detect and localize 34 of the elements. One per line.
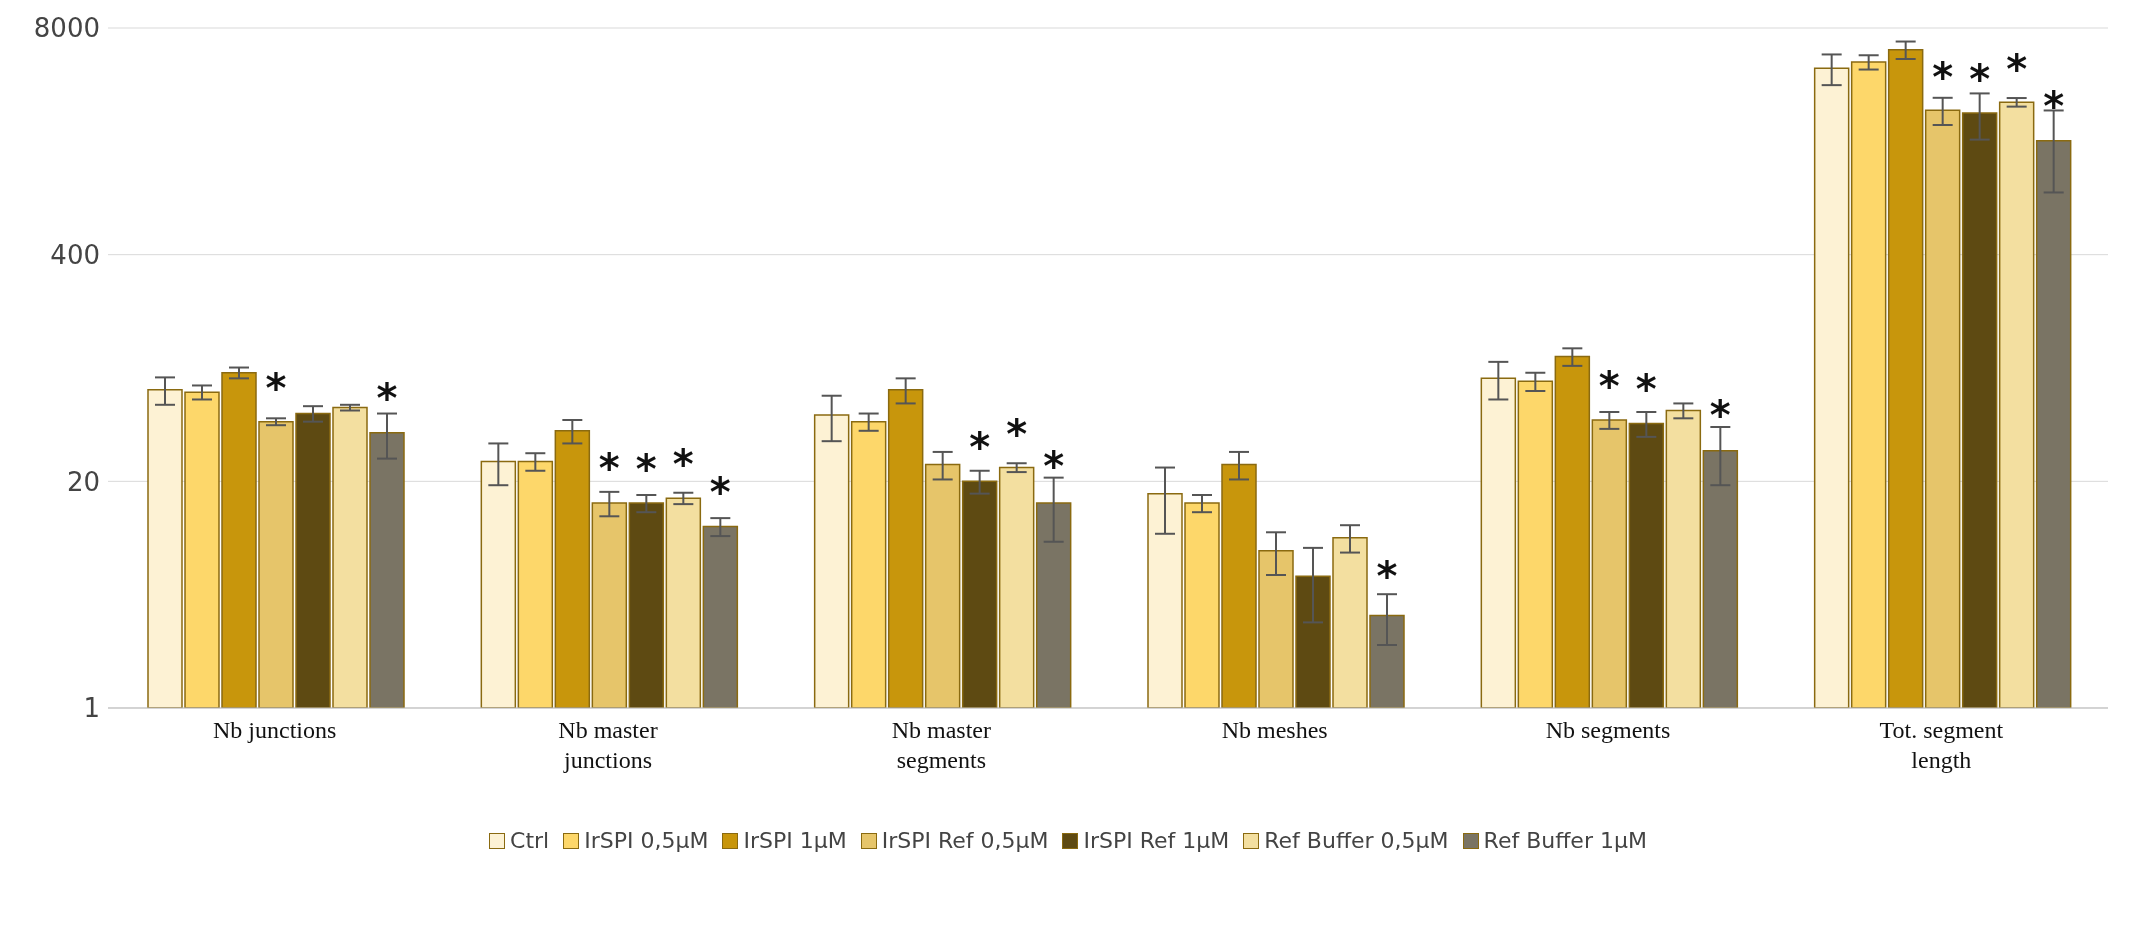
y-tick-label: 20 — [66, 466, 100, 497]
data-label: * — [1598, 363, 1620, 410]
data-label: * — [1635, 366, 1657, 413]
x-tick-label: Nb master segments — [891, 717, 991, 773]
data-label: * — [1709, 391, 1731, 438]
data-label: * — [969, 423, 991, 470]
legend-label: Ref Buffer 1µM — [1483, 828, 1647, 853]
data-label: * — [2043, 83, 2065, 130]
x-tick-label: Nb meshes — [1221, 717, 1328, 743]
x-tick-label: Nb master junctions — [558, 717, 658, 773]
x-tick-label: Nb segments — [1545, 717, 1671, 743]
data-label: * — [598, 445, 620, 492]
data-label: * — [1043, 443, 1065, 490]
legend-label: IrSPI 1µM — [743, 828, 847, 853]
data-label: * — [1006, 411, 1028, 457]
data-label: * — [1376, 552, 1398, 599]
data-label: * — [672, 441, 694, 488]
legend-label: IrSPI 0,5µM — [584, 828, 709, 853]
y-tick-label: 400 — [50, 239, 100, 270]
y-tick-label: 8000 — [33, 13, 100, 44]
legend-label: Ctrl — [510, 828, 550, 853]
data-label: * — [709, 469, 731, 516]
x-tick-label: Tot. segment length — [1879, 717, 2004, 773]
data-label: * — [1932, 53, 1954, 100]
x-tick-label: Nb junctions — [213, 717, 337, 743]
legend-label: IrSPI Ref 1µM — [1083, 828, 1230, 853]
legend-label: IrSPI Ref 0,5µM — [881, 828, 1049, 853]
data-label: * — [635, 445, 657, 492]
data-label: * — [1969, 56, 1991, 103]
data-label: * — [265, 365, 287, 412]
data-label: * — [376, 374, 398, 421]
legend-label: Ref Buffer 0,5µM — [1264, 828, 1449, 853]
y-tick-label: 1 — [83, 693, 100, 724]
data-label: * — [2006, 46, 2028, 93]
